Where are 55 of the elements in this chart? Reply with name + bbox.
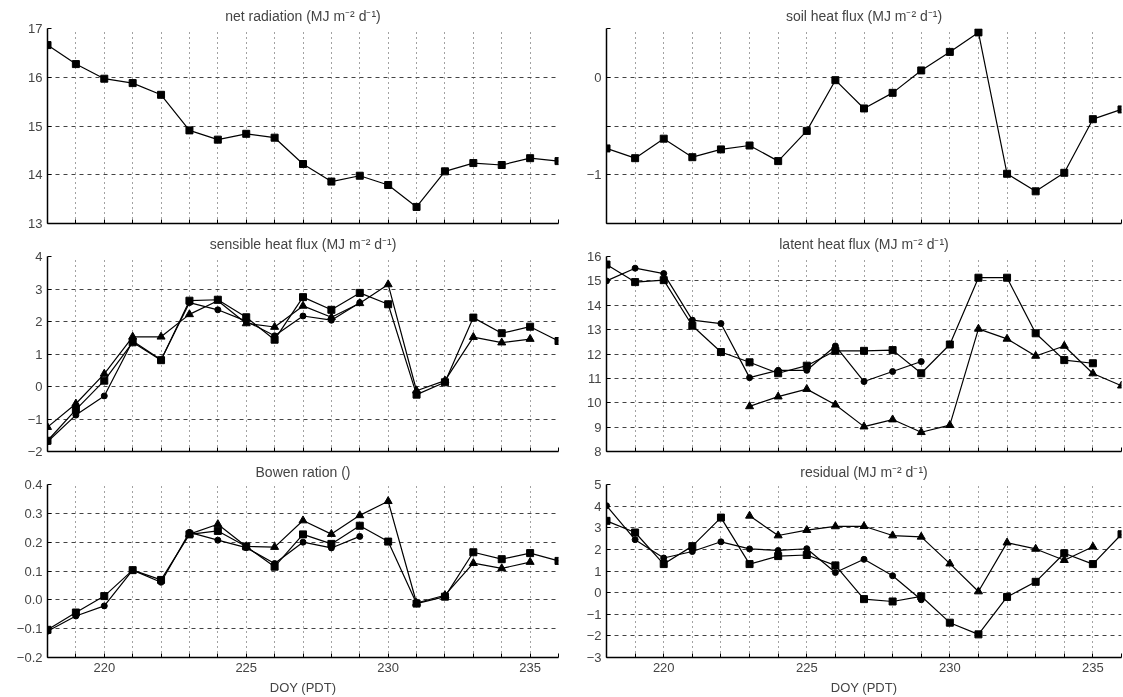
- y-tick-label: 5: [594, 477, 602, 492]
- y-tick-label: 11: [588, 370, 602, 386]
- x-tick-label: 225: [795, 659, 818, 675]
- y-tick-label: 4: [35, 249, 43, 264]
- y-tick-label: 8: [594, 444, 602, 459]
- y-tick-label: 0.3: [24, 505, 43, 521]
- y-tick-label: −2: [27, 444, 43, 459]
- chart-title: net radiation (MJ m⁻² d⁻¹): [225, 7, 381, 24]
- x-axis-title: DOY (PDT): [830, 679, 897, 695]
- y-tick-label: −0.1: [16, 621, 43, 637]
- y-tick-label: 3: [35, 281, 43, 297]
- y-tick-label: 0.4: [24, 477, 43, 492]
- x-tick-label: 235: [1082, 659, 1104, 675]
- y-tick-label: 14: [28, 167, 43, 183]
- x-tick-label: 220: [652, 659, 675, 675]
- y-tick-label: 14: [587, 297, 602, 313]
- x-tick-label: 220: [93, 659, 116, 675]
- x-tick-label: 225: [235, 659, 258, 675]
- chart-title: residual (MJ m⁻² d⁻¹): [800, 463, 928, 480]
- y-tick-label: 13: [28, 216, 43, 231]
- y-tick-label: 17: [28, 21, 43, 36]
- y-tick-label: −1: [586, 167, 602, 183]
- x-tick-label: 230: [377, 659, 400, 675]
- y-tick-label: −1: [586, 606, 602, 622]
- y-tick-label: 0: [35, 379, 43, 394]
- y-tick-label: 10: [587, 395, 602, 411]
- chart-title: latent heat flux (MJ m⁻² d⁻¹): [779, 235, 949, 252]
- y-tick-label: 1: [594, 563, 602, 579]
- y-tick-label: 13: [587, 322, 602, 338]
- y-tick-label: 1: [35, 346, 43, 362]
- x-tick-label: 230: [938, 659, 961, 675]
- chart-title: sensible heat flux (MJ m⁻² d⁻¹): [209, 235, 397, 252]
- y-tick-label: −1: [27, 411, 43, 427]
- y-tick-label: 0.1: [24, 563, 43, 579]
- y-tick-label: 15: [587, 273, 602, 289]
- y-tick-label: 0.2: [24, 534, 43, 550]
- y-tick-label: 2: [594, 541, 602, 557]
- y-tick-label: 15: [28, 118, 43, 134]
- y-tick-label: 0.0: [24, 592, 43, 608]
- y-tick-label: 16: [587, 249, 602, 264]
- y-tick-label: 12: [587, 346, 602, 362]
- y-tick-label: 0: [594, 69, 602, 85]
- y-tick-label: −2: [586, 628, 602, 644]
- y-tick-label: 4: [594, 498, 602, 514]
- x-tick-label: 235: [519, 659, 541, 675]
- chart-title: Bowen ration (): [255, 463, 351, 480]
- y-tick-label: 0: [594, 585, 602, 601]
- y-tick-label: 3: [594, 520, 602, 536]
- y-tick-label: −0.2: [16, 650, 43, 665]
- y-tick-label: −3: [586, 650, 602, 665]
- y-tick-label: 9: [594, 419, 602, 435]
- x-axis-title: DOY (PDT): [269, 679, 336, 695]
- chart-title: soil heat flux (MJ m⁻² d⁻¹): [785, 7, 943, 24]
- y-tick-label: 2: [35, 314, 43, 329]
- y-tick-label: 16: [28, 69, 43, 85]
